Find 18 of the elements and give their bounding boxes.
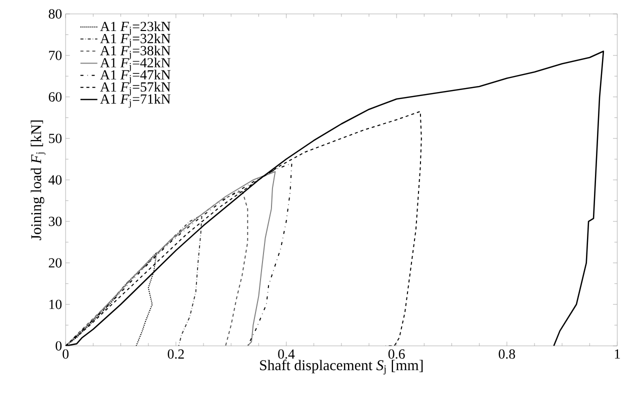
y-tick-label: 10 bbox=[49, 300, 62, 310]
y-tick-label: 40 bbox=[48, 175, 62, 185]
y-tick-label: 50 bbox=[49, 134, 62, 144]
y-tick-label: 60 bbox=[48, 92, 62, 102]
y-tick-label: 20 bbox=[48, 258, 62, 268]
x-tick-label: 0.8 bbox=[498, 350, 516, 360]
x-tick-label: 0.2 bbox=[168, 350, 184, 360]
y-tick-label: 30 bbox=[48, 216, 62, 226]
x-tick-label: 0.6 bbox=[388, 350, 405, 360]
x-tick-label: 0.4 bbox=[278, 350, 295, 360]
x-axis-title: Shaft displacement S$_{j}$ [mm] bbox=[260, 360, 423, 375]
legend-label: A1 F$_{j}$=71kN bbox=[100, 94, 170, 108]
y-axis-title: Joining load F$_{j}$ [kN] bbox=[30, 120, 46, 240]
y-tick-label: 70 bbox=[49, 50, 62, 60]
x-tick-label: 1 bbox=[614, 350, 620, 359]
y-tick-label: 80 bbox=[48, 9, 62, 19]
y-tick-label: 0 bbox=[56, 341, 62, 351]
x-tick-label: 0 bbox=[62, 350, 69, 359]
